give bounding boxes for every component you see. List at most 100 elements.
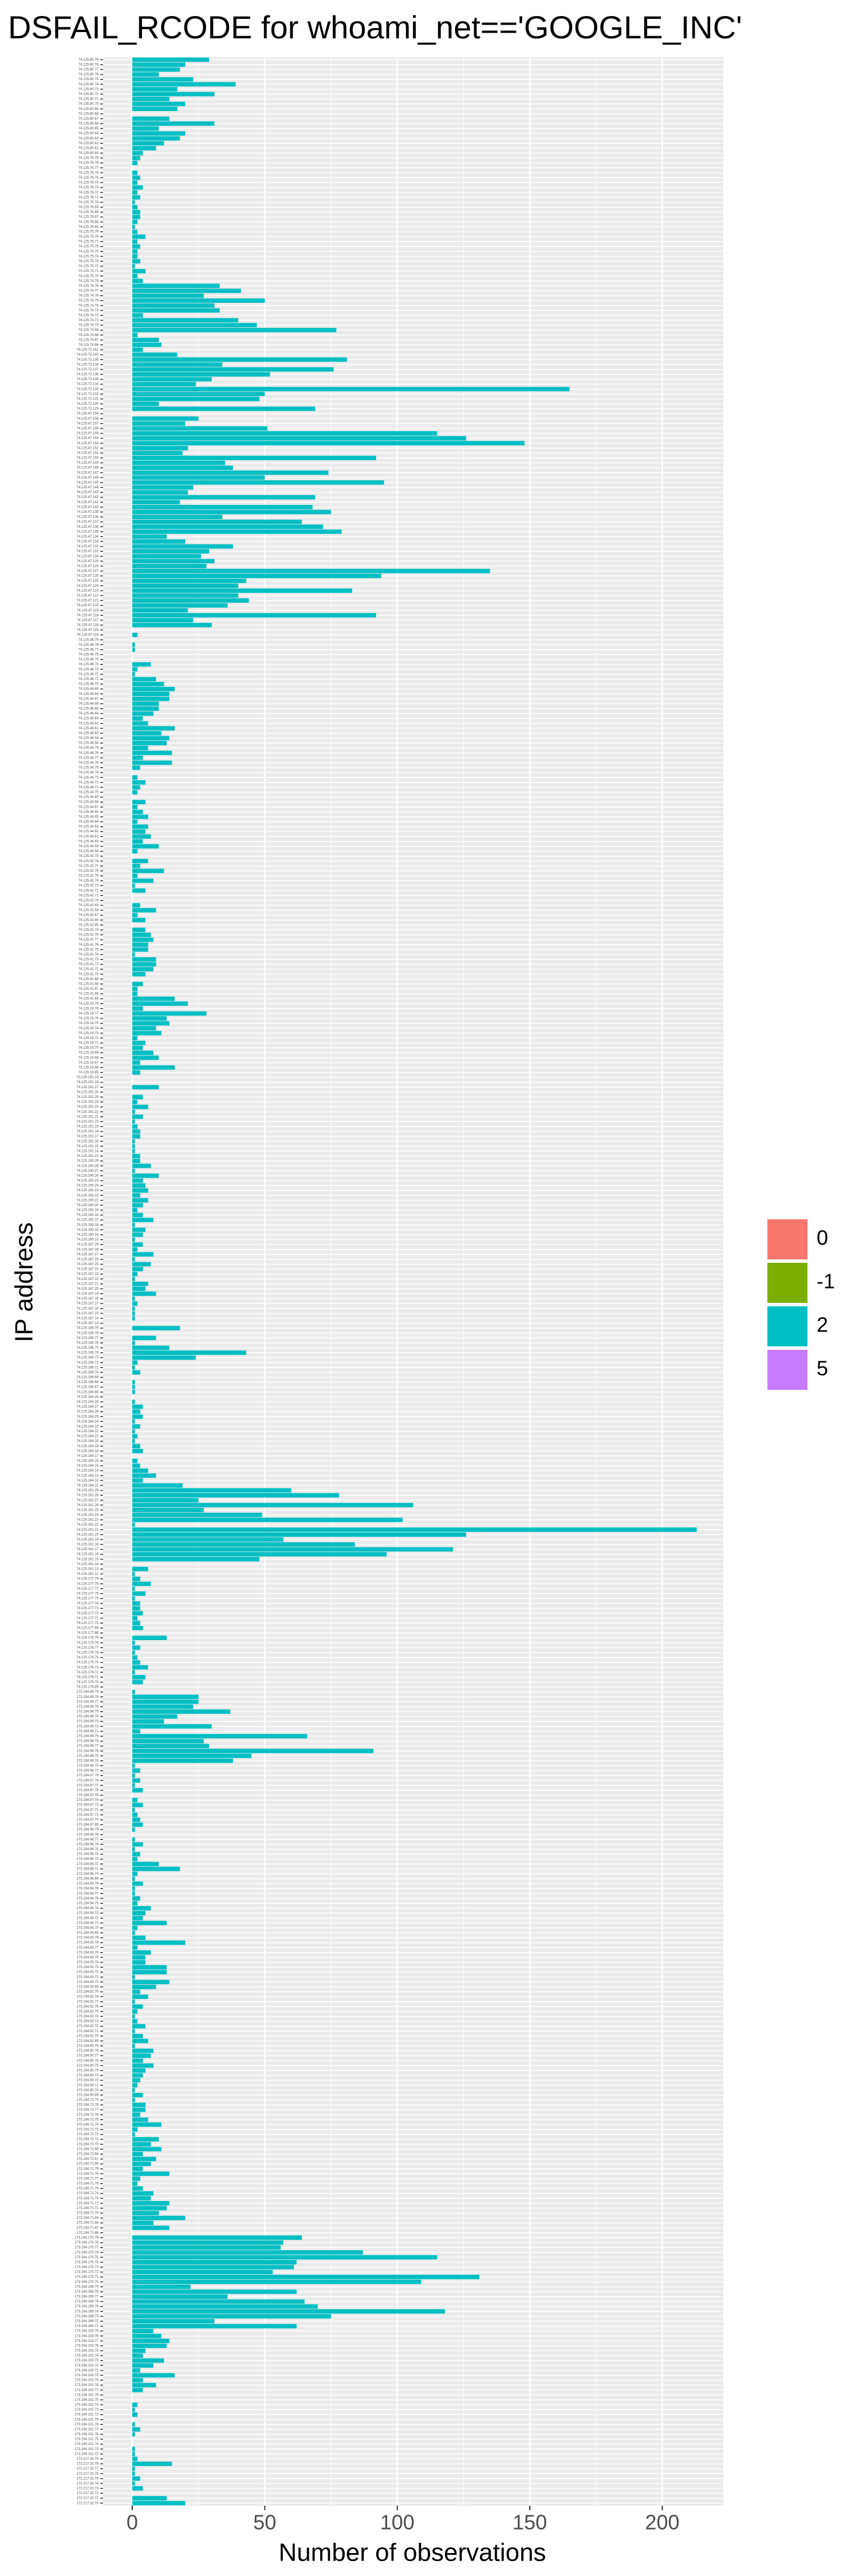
x-tick-label: 100 [380,2511,415,2534]
y-tick-label: 172.217.32.79 [77,2458,99,2461]
bar [132,2329,153,2333]
bar [132,293,204,298]
y-tick-label: 173.194.98.76 [77,1749,99,1753]
y-tick-label: 173.194.101.75 [74,2438,98,2441]
y-tick-label: 74.125.186.72 [77,1361,99,1365]
bar [132,515,223,519]
bar [132,1980,170,1985]
bar [132,1281,148,1286]
y-tick-label: 173.194.94.76 [77,1897,99,1901]
bar [132,696,170,701]
y-tick-label: 74.125.181.14 [77,1563,99,1566]
y-tick-label: 173.194.97.70 [77,1819,99,1822]
bar [132,2432,135,2437]
bar [132,2240,283,2245]
y-tick-label: 173.194.97.79 [77,1774,99,1777]
y-tick-label: 74.125.184.24 [77,1420,99,1424]
y-tick-label: 173.194.94.74 [77,1907,99,1910]
bar [132,1095,143,1100]
y-tick-label: 173.194.101.72 [74,2452,98,2456]
bar [132,2319,215,2324]
y-tick-label: 74.125.47.156 [77,427,99,430]
bar [132,2181,138,2186]
bar [132,146,156,151]
bar [132,92,215,97]
y-tick-label: 74.125.191.24 [77,1101,99,1104]
y-tick-label: 74.125.190.26 [77,1174,99,1178]
y-tick-label: 74.125.76.77 [78,167,99,170]
y-tick-label: 74.125.190.17 [77,1219,99,1222]
bar [132,1385,135,1390]
y-tick-label: 173.194.96.74 [77,1853,99,1856]
bar [132,721,148,726]
y-tick-label: 74.125.75.79 [78,230,99,234]
y-tick-label: 173.194.92.69 [77,2040,99,2043]
bar [132,2476,140,2481]
bar [132,106,178,112]
y-tick-label: 74.125.74.77 [78,290,99,293]
y-tick-label: 173.194.93.74 [77,1961,99,1965]
bar [132,1640,135,1645]
bar [132,386,570,392]
bar [132,224,135,230]
y-tick-label: 74.125.80.69 [78,108,99,111]
y-tick-label: 173.194.169.75 [74,2305,98,2309]
bar [132,824,148,829]
y-tick-label: 74.125.44.61 [78,835,99,839]
bar [132,1542,355,1547]
bar [132,1773,135,1778]
bar [132,1168,135,1174]
y-tick-label: 74.125.187.25 [77,1263,99,1266]
bar [132,1876,135,1881]
bar [132,1807,135,1812]
bar [132,2235,302,2240]
y-tick-label: 74.125.186.79 [77,1327,99,1330]
bar [132,1797,138,1803]
bar [132,239,138,244]
y-tick-label: 74.125.74.74 [78,304,99,307]
y-tick-label: 74.125.191.22 [77,1111,99,1114]
y-tick-label: 74.125.44.62 [78,830,99,833]
y-tick-label: 74.125.75.78 [78,235,99,239]
bar [132,1571,135,1577]
y-tick-label: 74.125.191.15 [77,1145,99,1148]
y-tick-label: 74.125.47.131 [77,550,99,554]
bar [132,1748,374,1753]
bar [132,1468,148,1473]
y-tick-label: 74.125.80.75 [78,78,99,81]
y-tick-label: 74.125.46.74 [78,663,99,666]
y-tick-label: 74.125.19.68 [78,1056,99,1060]
bar [132,1370,140,1375]
y-tick-label: 74.125.47.132 [77,545,99,548]
y-tick-label: 74.125.190.21 [77,1199,99,1202]
bar [132,1768,140,1773]
y-tick-label: 74.125.76.65 [78,226,99,229]
y-tick-label: 173.194.99.79 [77,1690,99,1694]
bar [132,2294,228,2299]
bar [132,815,148,819]
bar [132,1227,146,1232]
bar [132,1242,143,1247]
bar [132,2166,143,2171]
bar [132,1591,146,1596]
y-tick-label: 74.125.47.154 [77,437,99,440]
bar [132,765,140,770]
y-tick-label: 74.125.75.74 [78,255,99,258]
bar [132,2112,140,2117]
y-tick-label: 173.194.102.74 [74,2404,98,2407]
bar [132,1222,135,1227]
y-tick-label: 74.125.42.74 [78,879,99,883]
y-tick-label: 74.125.187.15 [77,1312,99,1315]
y-tick-label: 74.125.47.120 [77,604,99,607]
y-tick-label: 173.194.71.77 [77,2177,99,2180]
bar [132,1326,180,1330]
y-tick-label: 74.125.191.17 [77,1135,99,1139]
bar [132,357,347,362]
bar [132,2186,143,2191]
y-tick-label: 74.125.191.25 [77,1096,99,1099]
bar [132,1153,140,1159]
y-tick-label: 74.125.42.73 [78,884,99,888]
bar [132,2304,318,2309]
y-tick-label: 74.125.47.141 [77,501,99,504]
y-tick-label: 74.125.47.123 [77,589,99,592]
